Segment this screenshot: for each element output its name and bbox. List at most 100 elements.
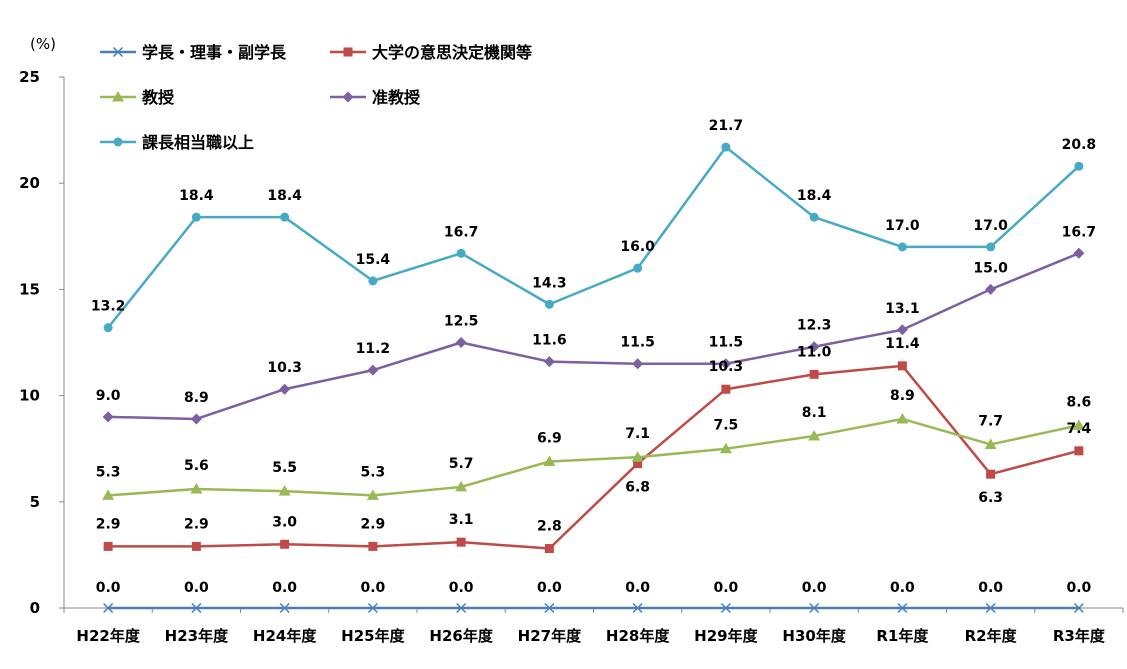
- data-label: 13.2: [91, 299, 126, 315]
- legend-label: 教授: [142, 88, 175, 107]
- data-point: [544, 544, 554, 554]
- data-point: [986, 469, 996, 479]
- data-label: 3.1: [449, 512, 474, 528]
- data-point: [102, 411, 114, 423]
- data-point: [896, 412, 909, 424]
- x-tick-label: R3年度: [1053, 627, 1106, 645]
- data-point: [633, 459, 643, 469]
- data-label: 16.0: [620, 239, 655, 255]
- data-point: [456, 248, 466, 258]
- data-label: 18.4: [267, 188, 302, 204]
- series-4: [103, 142, 1084, 333]
- data-point: [1074, 446, 1084, 456]
- data-label: 0.0: [890, 580, 915, 596]
- x-tick-label: R1年度: [876, 627, 929, 645]
- data-label: 14.3: [532, 275, 567, 291]
- y-tick-label: 5: [30, 493, 40, 511]
- data-label: 0.0: [625, 580, 650, 596]
- data-point: [721, 142, 731, 152]
- data-point: [984, 438, 997, 449]
- data-point: [986, 242, 996, 252]
- data-label: 11.4: [885, 336, 920, 352]
- data-label: 7.5: [713, 418, 738, 434]
- data-point: [720, 358, 732, 370]
- data-label: 20.8: [1062, 137, 1097, 153]
- data-label: 0.0: [537, 580, 562, 596]
- data-point: [279, 602, 290, 614]
- x-tick-label: H28年度: [606, 627, 670, 645]
- data-label: 0.0: [272, 580, 297, 596]
- data-point: [632, 602, 643, 614]
- series-2: [102, 412, 1085, 500]
- data-point: [897, 242, 907, 252]
- data-label: 21.7: [709, 118, 744, 134]
- data-point: [368, 276, 378, 286]
- data-label: 17.0: [885, 218, 920, 234]
- data-label: 12.5: [444, 314, 479, 330]
- data-point: [102, 489, 115, 500]
- y-tick-label: 15: [19, 280, 40, 298]
- data-label: 15.0: [973, 260, 1008, 276]
- legend-label: 学長・理事・副学長: [142, 43, 287, 62]
- data-point: [456, 602, 467, 614]
- data-point: [809, 602, 820, 614]
- data-label: 3.0: [272, 514, 297, 530]
- legend-label: 課長相当職以上: [142, 133, 254, 152]
- data-label: 0.0: [1066, 580, 1091, 596]
- data-point: [543, 455, 556, 466]
- data-label: 11.2: [356, 341, 391, 357]
- series-lines: [102, 142, 1085, 614]
- legend-label: 大学の意思決定機関等: [372, 43, 532, 62]
- legend-marker: [113, 137, 123, 147]
- data-point: [897, 602, 908, 614]
- data-point: [368, 541, 378, 551]
- data-label: 5.6: [184, 458, 209, 474]
- y-unit-label: (%): [30, 35, 56, 53]
- x-tick-label: H27年度: [518, 627, 582, 645]
- x-tick-label: H25年度: [341, 627, 405, 645]
- y-tick-label: 10: [19, 387, 40, 405]
- legend-item: 課長相当職以上: [100, 133, 254, 152]
- data-point: [1073, 602, 1084, 614]
- data-point: [366, 489, 379, 500]
- data-point: [721, 384, 731, 394]
- legend-marker: [112, 46, 124, 58]
- x-tick-label: R2年度: [965, 627, 1018, 645]
- data-label: 5.5: [272, 460, 297, 476]
- x-tick-label: H24年度: [253, 627, 317, 645]
- series-0: [103, 602, 1084, 614]
- data-label: 9.0: [96, 388, 121, 404]
- data-point: [191, 212, 201, 222]
- legend-item: 大学の意思決定機関等: [330, 43, 532, 62]
- data-point: [280, 539, 290, 549]
- legend-label: 准教授: [372, 88, 421, 107]
- data-label: 8.9: [890, 388, 915, 404]
- data-label: 0.0: [184, 580, 209, 596]
- data-label: 16.7: [444, 224, 479, 240]
- data-label: 7.4: [1066, 421, 1091, 437]
- data-point: [897, 361, 907, 371]
- data-point: [367, 602, 378, 614]
- data-label: 11.5: [620, 335, 655, 351]
- data-label: 5.3: [96, 464, 121, 480]
- legend-marker: [342, 91, 354, 103]
- data-label: 11.0: [797, 344, 832, 360]
- data-point: [456, 537, 466, 547]
- data-label: 10.3: [267, 360, 302, 376]
- data-point: [633, 263, 643, 273]
- data-label: 0.0: [713, 580, 738, 596]
- data-point: [190, 413, 202, 425]
- x-tick-label: H26年度: [429, 627, 493, 645]
- data-point: [279, 383, 291, 395]
- y-tick-label: 20: [19, 174, 40, 192]
- data-label: 7.7: [978, 413, 1003, 429]
- data-point: [103, 602, 114, 614]
- data-label: 2.9: [184, 516, 209, 532]
- data-label: 8.1: [802, 405, 827, 421]
- data-label: 5.7: [449, 456, 474, 472]
- y-tick-label: 25: [19, 68, 40, 86]
- x-tick-label: H22年度: [76, 627, 140, 645]
- y-axis-ticks: 0 5 10 15 20 25: [19, 68, 64, 617]
- data-point: [809, 212, 819, 222]
- data-point: [809, 369, 819, 379]
